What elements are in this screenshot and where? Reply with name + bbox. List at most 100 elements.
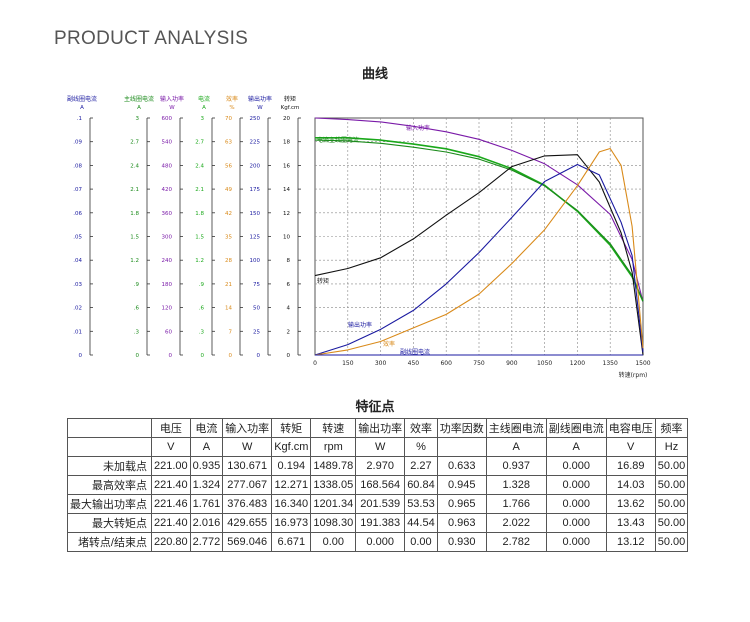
scale-tick-label: .07: [73, 187, 82, 193]
table-row: 堵转点/结束点 220.80 2.772 569.046 6.671 0.00 0.000 0…: [67, 532, 689, 552]
scale-tick-label: 225: [250, 140, 261, 146]
annotation-label: 输出功率: [348, 321, 372, 329]
table-cell: 53.53: [404, 494, 438, 514]
row-label: 未加载点: [67, 456, 152, 476]
table-cell: 2.970: [355, 456, 406, 476]
table-header-cell: 转速: [310, 418, 357, 438]
annotation-label: 转矩: [317, 277, 329, 285]
table-cell: 50.00: [654, 456, 689, 476]
scale-tick-label: .3: [199, 329, 205, 335]
table-cell: 0.194: [271, 456, 312, 476]
table-title: 特征点: [355, 400, 395, 415]
scale-tick-label: 180: [162, 282, 173, 288]
scale-tick-label: 0: [201, 353, 205, 359]
table-cell: 2.016: [189, 513, 224, 533]
table-cell: 13.12: [605, 532, 656, 552]
scale-tick-label: 420: [162, 187, 173, 193]
table-cell: 44.54: [404, 513, 438, 533]
scale-tick-label: 3: [201, 116, 205, 122]
table-header-cell: %: [404, 437, 438, 457]
table-cell: 1489.78: [310, 456, 357, 476]
performance-chart: 0 150 300 450 600 750 900 1050 1200 1350 1500转速(rp…: [67, 95, 651, 379]
scale-tick-label: 42: [225, 211, 232, 217]
annotation-label: 输入功率: [406, 124, 430, 132]
table-cell: 2.782: [485, 532, 547, 552]
scale-tick-label: 125: [250, 235, 261, 241]
scale-unit: Kgf.cm: [281, 105, 300, 111]
table-header-cell: 主线圈电流: [485, 418, 547, 438]
scale-tick-label: 3: [136, 116, 140, 122]
scale-name: 主线圈电流: [124, 95, 154, 103]
table-cell: 2.27: [404, 456, 438, 476]
annotation-label: 副线圈电流: [400, 348, 430, 356]
scale-unit: A: [202, 105, 206, 111]
table-cell: 1201.34: [310, 494, 357, 514]
scale-tick-label: 25: [253, 329, 260, 335]
table-cell: 0.945: [436, 475, 487, 495]
table-cell: 0.965: [436, 494, 487, 514]
scale-tick-label: 63: [225, 140, 232, 146]
table-header-cell: 电压: [151, 418, 191, 438]
x-tick-label: 600: [440, 360, 452, 367]
scale-tick-label: 75: [253, 282, 260, 288]
annotation-label: 电流主线圈电流: [317, 136, 359, 144]
row-label: 最大转矩点: [67, 513, 152, 533]
table-cell: 0.000: [545, 456, 607, 476]
table-cell: 201.539: [355, 494, 406, 514]
series-line: [314, 117, 644, 302]
table-cell: 429.655: [222, 513, 273, 533]
table-cell: 16.340: [271, 494, 312, 514]
table-cell: 14.03: [605, 475, 656, 495]
scale-tick-label: 14: [225, 306, 232, 312]
scale-tick-label: 16: [283, 163, 290, 169]
table-cell: 1.766: [485, 494, 547, 514]
scale-tick-label: 12: [283, 211, 290, 217]
table-cell: 50.00: [654, 494, 689, 514]
x-tick-label: 1200: [570, 360, 585, 367]
scale-tick-label: .06: [73, 211, 82, 217]
table-cell: 2.772: [189, 532, 224, 552]
table-header-cell: A: [189, 437, 224, 457]
scale-tick-label: 480: [162, 163, 173, 169]
scale-tick-label: 56: [225, 163, 232, 169]
table-cell: 50.00: [654, 532, 689, 552]
table-cell: 16.89: [605, 456, 656, 476]
scale-tick-label: 600: [162, 116, 173, 122]
scale-tick-label: 0: [79, 353, 83, 359]
table-header-cell: 输出功率: [355, 418, 406, 438]
scale-unit: W: [169, 105, 175, 111]
table-header-cell: 转矩: [271, 418, 312, 438]
scale-tick-label: 28: [225, 258, 232, 264]
table-header-row: 电压 电流 输入功率 转矩 转速 输出功率 效率 功率因数 主线圈电流 副线圈电流 电容电压 频率: [67, 418, 689, 438]
table-cell: 0.000: [545, 513, 607, 533]
scale-name: 效率: [226, 95, 238, 103]
table-cell: 130.671: [222, 456, 273, 476]
scale-name: 转矩: [284, 95, 296, 103]
table-cell: 0.930: [436, 532, 487, 552]
scale-tick-label: 14: [283, 187, 290, 193]
x-tick-label: 300: [375, 360, 387, 367]
table-cell: 277.067: [222, 475, 273, 495]
scale-tick-label: .9: [134, 282, 140, 288]
scale-tick-label: 50: [253, 306, 260, 312]
scale-tick-label: 2: [287, 329, 291, 335]
scale-tick-label: 18: [283, 140, 290, 146]
x-tick-label: 1350: [603, 360, 618, 367]
x-tick-label: 750: [473, 360, 485, 367]
table-row: 未加载点 221.00 0.935 130.671 0.194 1489.78 2.970 2…: [67, 456, 689, 476]
scale-tick-label: .6: [199, 306, 205, 312]
scale-tick-label: .03: [73, 282, 82, 288]
series-line: [315, 136, 644, 302]
table-row: 最大输出功率点 221.46 1.761 376.483 16.340 1201.34 20…: [67, 494, 689, 514]
x-tick-label: 1050: [537, 360, 552, 367]
scale-tick-label: 2.4: [130, 163, 139, 169]
table-header-cell: [67, 437, 152, 457]
scale-tick-label: .08: [73, 163, 82, 169]
table-header-cell: 电容电压: [605, 418, 656, 438]
table-cell: 0.000: [355, 532, 406, 552]
table-cell: 376.483: [222, 494, 273, 514]
table-header-cell: Hz: [654, 437, 689, 457]
row-label: 最高效率点: [67, 475, 152, 495]
scale-tick-label: 100: [250, 258, 261, 264]
scale-tick-label: 49: [225, 187, 232, 193]
